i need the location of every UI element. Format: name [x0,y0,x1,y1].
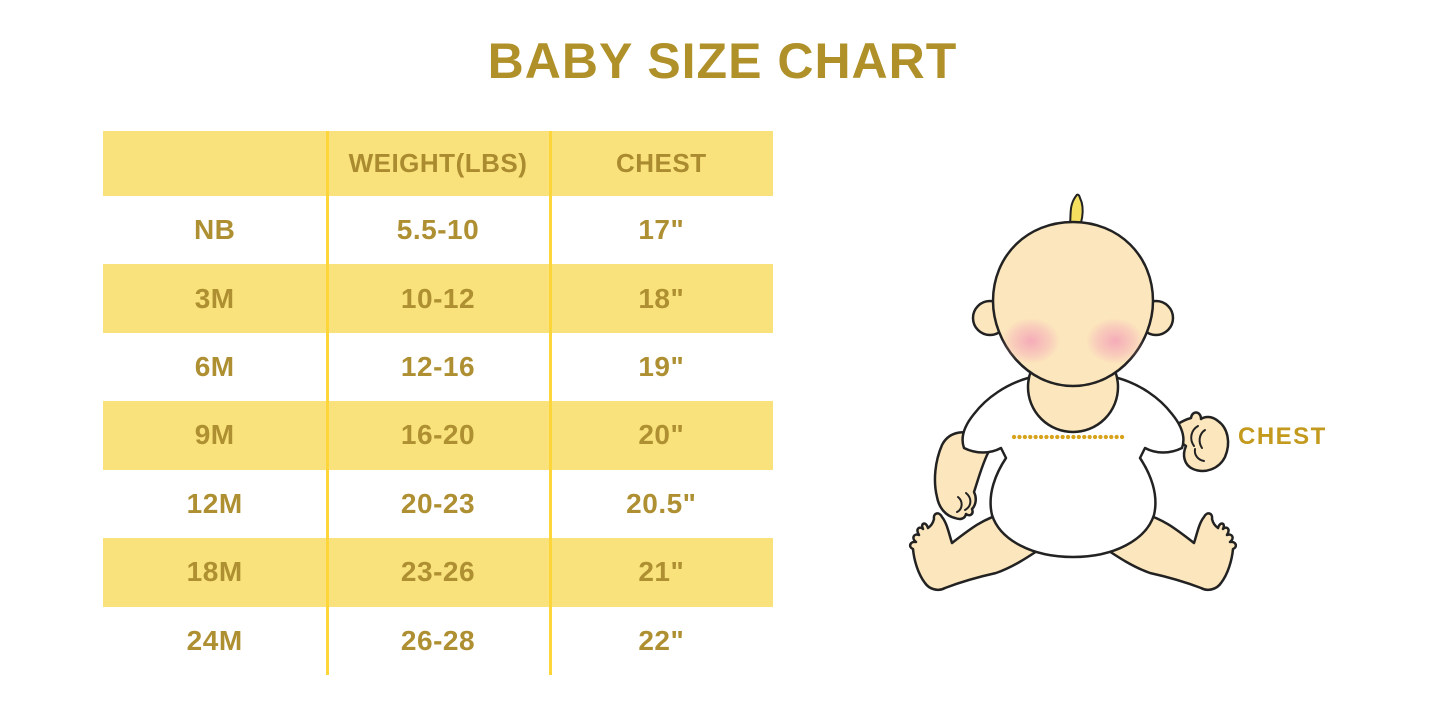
cell-weight: 12-16 [400,351,476,383]
cell-weight: 10-12 [400,282,476,314]
cell-chest: 21" [638,556,685,588]
table-row: 12M 20-23 20.5" [103,470,773,538]
chest-measurement-label: CHEST [1238,423,1327,450]
cell-size: 9M [194,419,235,451]
table-row: 18M 23-26 21" [103,538,773,607]
cell-weight: 16-20 [400,419,476,451]
cell-size: 24M [186,624,243,656]
cell-chest: 19" [638,351,685,383]
baby-onesie-body [961,370,1185,559]
cell-chest: 22" [638,624,685,656]
cell-weight: 5.5-10 [396,214,480,246]
cell-weight: 26-28 [400,624,476,656]
baby-left-hand-finger-curl [956,492,972,513]
cell-chest: 18" [638,282,685,314]
size-table: WEIGHT(LBS) CHEST NB 5.5-10 17" 3M 10-12… [103,131,773,675]
cell-size: 12M [186,487,243,519]
header-cell-weight: WEIGHT(LBS) [348,148,528,178]
page-title: BABY SIZE CHART [487,33,958,89]
baby-blush-right [1086,318,1144,364]
table-row: 3M 10-12 18" [103,264,773,333]
header-cell-chest: CHEST [616,148,707,178]
table-row: 9M 16-20 20" [103,401,773,470]
cell-chest: 20" [638,419,685,451]
baby-head [991,220,1155,388]
table-row: 6M 12-16 19" [103,333,773,401]
cell-chest: 17" [638,214,685,246]
cell-size: 18M [186,556,243,588]
column-divider-line [326,131,329,675]
cell-size: 3M [194,282,235,314]
cell-weight: 20-23 [400,487,476,519]
cell-size: 6M [194,351,235,383]
cell-chest: 20.5" [626,487,697,519]
baby-illustration [880,185,1350,655]
baby-blush-left [1002,318,1060,364]
column-divider-line [549,131,552,675]
cell-weight: 23-26 [400,556,476,588]
table-header-row: WEIGHT(LBS) CHEST [103,131,773,196]
baby-right-fist-finger-curl [1190,425,1206,462]
table-row: 24M 26-28 22" [103,607,773,675]
cell-size: NB [193,214,236,246]
baby-svg [908,193,1238,592]
table-row: NB 5.5-10 17" [103,196,773,264]
